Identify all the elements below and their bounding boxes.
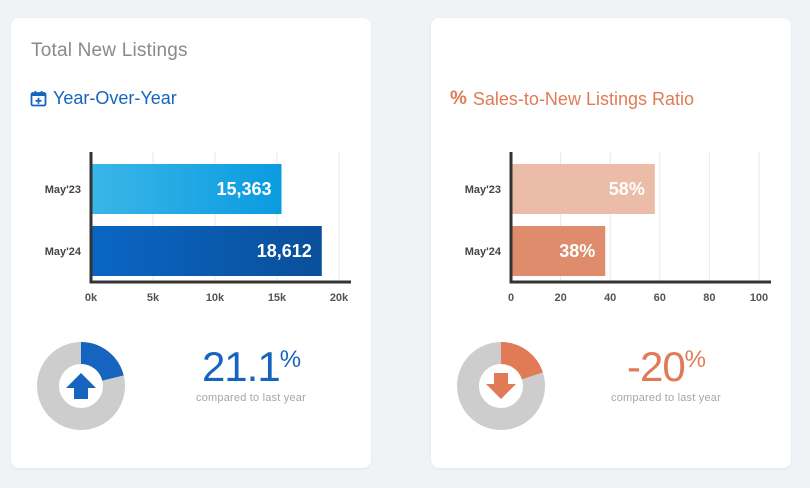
category-label: May'24 xyxy=(45,246,82,258)
donut-segment xyxy=(500,342,543,380)
kpi-block: -20% compared to last year xyxy=(586,343,746,405)
x-tick-label: 80 xyxy=(703,292,715,304)
ratio-bar-chart: 0 20 40 60 80 100 May'23 58% May'24 38% xyxy=(465,152,771,304)
chart-subtitle: Year-Over-Year xyxy=(30,88,177,109)
category-label: May'24 xyxy=(465,246,502,258)
category-label: May'23 xyxy=(45,184,81,196)
bar-value-label: 15,363 xyxy=(216,179,271,199)
kpi-value: 21.1% xyxy=(201,343,301,390)
kpi-block: 21.1% compared to last year xyxy=(171,343,331,405)
kpi-caption: compared to last year xyxy=(611,392,721,404)
x-tick-label: 15k xyxy=(268,292,287,304)
bar-0 xyxy=(511,164,655,214)
x-tick-label: 60 xyxy=(654,292,666,304)
x-tick-label: 20 xyxy=(554,292,566,304)
kpi-donut xyxy=(37,342,125,430)
card-title: Total New Listings xyxy=(31,40,188,61)
chart-subtitle: % Sales-to-New Listings Ratio xyxy=(450,88,694,110)
bar-0 xyxy=(91,164,282,214)
listings-bar-chart: 0k 5k 10k 15k 20k May'23 15,363 May'24 18,612 xyxy=(45,152,351,304)
bar-value-label: 58% xyxy=(609,179,645,199)
x-tick-label: 5k xyxy=(147,292,160,304)
donut-segment xyxy=(80,342,124,382)
arrow-down-icon xyxy=(486,373,516,399)
subtitle-text: Sales-to-New Listings Ratio xyxy=(472,88,694,109)
total-new-listings-card: Total New Listings Year-Over-Year 0k 5k 10… xyxy=(11,18,371,468)
arrow-up-icon xyxy=(66,373,96,399)
kpi-value: -20% xyxy=(626,343,706,390)
x-tick-label: 0k xyxy=(85,292,98,304)
bar-value-label: 38% xyxy=(559,241,595,261)
subtitle-text: Year-Over-Year xyxy=(53,88,177,108)
sales-to-listings-card: % Sales-to-New Listings Ratio 0 20 40 60 80 1… xyxy=(431,18,791,468)
x-tick-label: 20k xyxy=(330,292,349,304)
x-tick-label: 100 xyxy=(750,292,768,304)
x-tick-label: 0 xyxy=(508,292,514,304)
x-tick-label: 10k xyxy=(206,292,225,304)
kpi-caption: compared to last year xyxy=(196,392,306,404)
category-label: May'23 xyxy=(465,184,501,196)
bar-value-label: 18,612 xyxy=(257,241,312,261)
bar-1 xyxy=(91,226,322,276)
bar-1 xyxy=(511,226,606,276)
calendar-plus-icon xyxy=(30,90,47,107)
percent-icon: % xyxy=(450,88,467,109)
kpi-donut xyxy=(457,342,545,430)
x-tick-label: 40 xyxy=(604,292,616,304)
